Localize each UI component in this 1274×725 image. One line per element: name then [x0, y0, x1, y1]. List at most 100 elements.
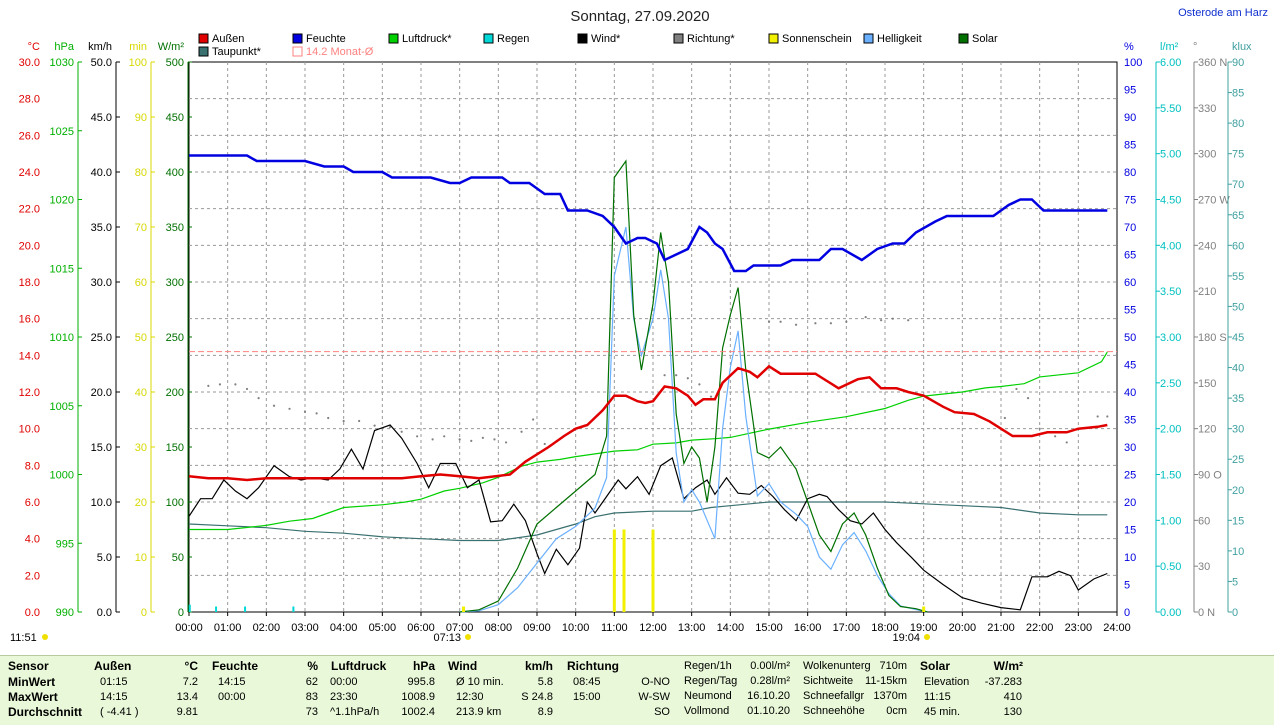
axis-tick-label: 240 [1198, 240, 1216, 252]
stats-wolken-label: Sichtweite [803, 675, 854, 687]
x-tick-label: 15:00 [755, 622, 783, 634]
stats-header-unit: hPa [412, 659, 435, 673]
series-aussen-line [188, 364, 1108, 482]
legend-label: Regen [497, 33, 529, 45]
location-label: Osterode am Harz [1178, 7, 1268, 19]
series-richtung-point [864, 316, 867, 319]
series-richtung-point [1096, 415, 1099, 418]
series-wind-line [188, 424, 1108, 611]
legend-label: Helligkeit [877, 33, 922, 45]
x-tick-label: 21:00 [987, 622, 1015, 634]
series-richtung-point [845, 320, 848, 323]
series-richtung-point [767, 320, 771, 323]
series-richtung-point [342, 419, 345, 423]
series-richtung-point [1106, 415, 1109, 418]
axis-tick-label: 55 [1232, 271, 1244, 283]
axis-tick-label: 0 [141, 607, 147, 619]
legend-swatch [292, 46, 303, 57]
x-tick-label: 16:00 [794, 622, 822, 634]
series-helligkeit-line [459, 226, 928, 613]
axis-tick-label: 100 [166, 497, 184, 509]
axis-tick-label: 270 W [1198, 195, 1230, 207]
legend-swatch [292, 33, 303, 44]
axis-tick-label: 40 [1232, 363, 1244, 375]
axis-tick-label: 12.0 [19, 387, 40, 399]
sunrise-label: 07:13 [433, 632, 461, 644]
stats-aussen-time: ( -4.41 ) [100, 706, 139, 718]
series-richtung-point [481, 436, 484, 439]
axis-tick-label: 1.00 [1160, 515, 1181, 527]
axis-tick-label: 30 [135, 442, 147, 454]
axis-tick-label: 5 [1124, 580, 1130, 592]
axis-tick-label: 70 [1232, 179, 1244, 191]
stats-header-unit: km/h [524, 659, 553, 673]
series-richtung-point [532, 418, 535, 421]
axis-tick-label: 180 S [1198, 332, 1227, 344]
stats-solar-label: Elevation [924, 676, 970, 688]
x-axis: 00:00 01:00 02:00 03:00 04:00 05:00 06:00 07:00… [175, 612, 1131, 634]
axis-tick-label: 70 [1124, 222, 1136, 234]
sunset-label: 19:04 [892, 632, 920, 644]
axis-tick-label: 50.0 [91, 57, 112, 69]
x-tick-label: 10:00 [562, 622, 590, 634]
stats-wolken-value: 0cm [886, 705, 907, 717]
axis-tick-label: 20 [1232, 485, 1244, 497]
axis-tick-label: 0.00 [1160, 607, 1181, 619]
axis-tick-label: 85 [1232, 88, 1244, 100]
stats-regen-label: Regen/Tag [684, 675, 738, 687]
stats-regen-label: Vollmond [684, 705, 730, 717]
x-tick-label: 14:00 [717, 622, 745, 634]
x-tick-label: 00:00 [175, 622, 203, 634]
axis-tick-label: 15 [1232, 515, 1244, 527]
series-richtung-point [1015, 387, 1018, 391]
series-richtung-point [504, 441, 508, 444]
series-sonnenschein-bar [622, 529, 626, 612]
stats-feuchte-value: 62 [305, 676, 318, 688]
series-richtung-point [698, 383, 701, 386]
series-richtung-point [907, 319, 910, 322]
stats-header-unit: % [307, 659, 318, 673]
axis-tick-label: 60 [135, 277, 147, 289]
axis-tick-label: 80 [135, 167, 147, 179]
x-tick-label: 20:00 [949, 622, 977, 634]
x-tick-label: 01:00 [214, 622, 242, 634]
axis-tick-label: 1005 [50, 401, 74, 413]
series-richtung-point [675, 374, 678, 377]
x-tick-label: 19:00 [910, 622, 938, 634]
series-richtung-point [315, 412, 318, 415]
axis-tick-label: 70 [135, 222, 147, 234]
stats-regen-label: Neumond [684, 690, 732, 702]
series-richtung-point [1003, 416, 1006, 420]
axis-tick-label: 25.0 [91, 332, 112, 344]
axis-tick-label: 40 [135, 387, 147, 399]
axis-tick-label: 20 [1124, 497, 1136, 509]
axis-tick-label: 3.00 [1160, 332, 1181, 344]
series-richtung-point [1054, 435, 1057, 438]
stats-row-label: Durchschnitt [8, 705, 83, 719]
series-richtung-point [431, 438, 434, 441]
axis-tick-label: 30 [1232, 424, 1244, 436]
axis-tick-label: 24.0 [19, 167, 40, 179]
stats-wolken-label: Schneehöhe [803, 705, 865, 717]
legend-swatch [483, 33, 494, 44]
stats-header-aussen: Außen [94, 659, 132, 673]
axis-tick-label: 90 O [1198, 470, 1222, 482]
axis-tick-label: 3.50 [1160, 286, 1181, 298]
axis-tick-label: 20.0 [19, 240, 40, 252]
axis-tick-label: 5.00 [1160, 149, 1181, 161]
stats-aussen-value: 13.4 [176, 691, 198, 703]
axis-tick-label: 1020 [50, 195, 74, 207]
series-richtung-point [218, 383, 222, 386]
series-richtung-point [1026, 397, 1030, 400]
stats-richtung-time: 08:45 [573, 676, 601, 688]
legend-label: Richtung* [687, 33, 735, 45]
series-sonnenschein-bar [922, 606, 926, 612]
axis-tick-label: 990 [56, 607, 74, 619]
axis-tick-label: 25 [1124, 470, 1136, 482]
stats-wolken-label: Wolkenunterg [803, 660, 871, 672]
series-richtung-point [779, 320, 782, 323]
stats-header-wind: Wind [448, 659, 478, 673]
axis-tick-label: 60 [1124, 277, 1136, 289]
stats-luftdruck-value: 1008.9 [401, 691, 435, 703]
axis-tick-label: 40.0 [91, 167, 112, 179]
